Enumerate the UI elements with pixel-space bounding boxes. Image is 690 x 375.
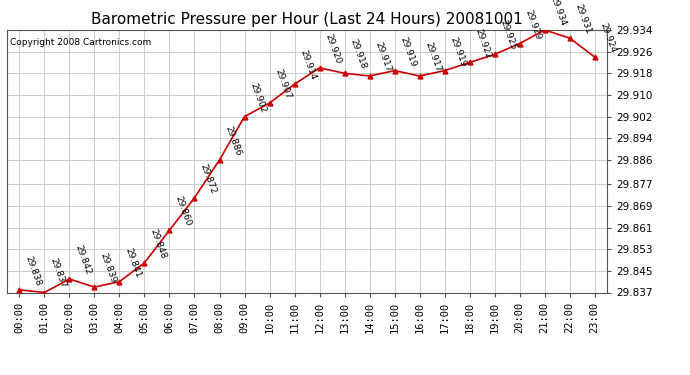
Text: Copyright 2008 Cartronics.com: Copyright 2008 Cartronics.com: [10, 38, 151, 47]
Text: 29.841: 29.841: [124, 246, 143, 279]
Text: 29.920: 29.920: [324, 33, 343, 65]
Text: 29.886: 29.886: [224, 124, 243, 157]
Text: 29.925: 29.925: [499, 19, 518, 52]
Text: 29.934: 29.934: [549, 0, 568, 27]
Text: 29.919: 29.919: [448, 35, 468, 68]
Title: Barometric Pressure per Hour (Last 24 Hours) 20081001: Barometric Pressure per Hour (Last 24 Ho…: [91, 12, 523, 27]
Text: 29.918: 29.918: [348, 38, 368, 70]
Text: 29.914: 29.914: [299, 49, 318, 81]
Text: 29.902: 29.902: [248, 81, 268, 114]
Text: 29.919: 29.919: [399, 35, 418, 68]
Text: 29.931: 29.931: [574, 3, 593, 35]
Text: 29.922: 29.922: [474, 27, 493, 60]
Text: 29.924: 29.924: [599, 22, 618, 54]
Text: 29.907: 29.907: [274, 68, 293, 100]
Text: 29.917: 29.917: [374, 40, 393, 73]
Text: 29.837: 29.837: [48, 257, 68, 290]
Text: 29.860: 29.860: [174, 195, 193, 228]
Text: 29.929: 29.929: [524, 8, 543, 41]
Text: 29.917: 29.917: [424, 40, 443, 73]
Text: 29.839: 29.839: [99, 252, 118, 284]
Text: 29.838: 29.838: [23, 254, 43, 287]
Text: 29.848: 29.848: [148, 227, 168, 260]
Text: 29.842: 29.842: [74, 244, 92, 276]
Text: 29.872: 29.872: [199, 162, 218, 195]
